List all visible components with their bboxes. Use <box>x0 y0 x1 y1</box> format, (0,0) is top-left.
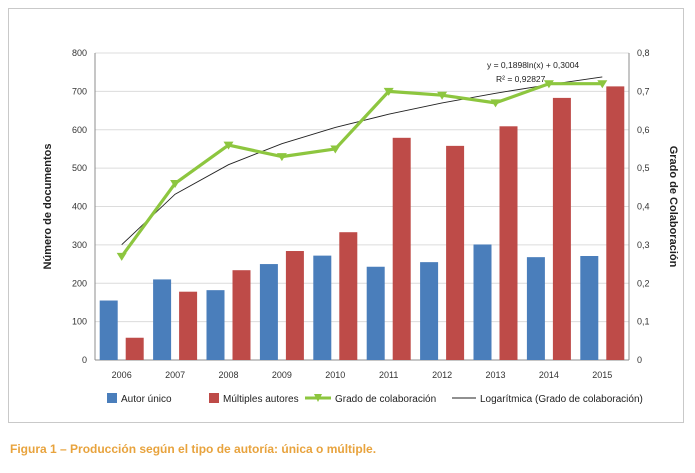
y2-tick-label: 0,2 <box>637 278 650 288</box>
bar-autor-unico <box>580 256 599 360</box>
bar-multiples-autores <box>179 291 198 360</box>
x-tick-label: 2006 <box>112 370 132 380</box>
bar-multiples-autores <box>232 270 251 360</box>
production-chart: 0 100 200 300 400 500 600 700 800 0 0,1 0,2 0,3 0,4 0,… <box>42 48 679 405</box>
x-tick-label: 2013 <box>485 370 505 380</box>
legend-label-autor-unico: Autor único <box>121 394 172 405</box>
x-tick-label: 2014 <box>539 370 559 380</box>
y-axis-title: Número de documentos <box>42 144 54 270</box>
bar-autor-unico <box>420 262 439 360</box>
bar-autor-unico <box>206 290 225 360</box>
x-tick-label: 2008 <box>218 370 238 380</box>
bar-autor-unico <box>313 255 332 360</box>
legend-label-logaritmica: Logarítmica (Grado de colaboración) <box>480 394 643 405</box>
legend-swatch-multiples-autores <box>209 393 219 403</box>
y2-tick-label: 0,3 <box>637 240 650 250</box>
collaboration-point <box>223 141 234 150</box>
y-tick-label: 400 <box>72 202 87 212</box>
bar-autor-unico <box>153 279 172 360</box>
y2-tick-label: 0,8 <box>637 48 650 58</box>
collaboration-point <box>597 80 608 89</box>
bar-multiples-autores <box>392 137 411 360</box>
legend-swatch-autor-unico <box>107 393 117 403</box>
bar-autor-unico <box>366 266 385 360</box>
y2-tick-label: 0,5 <box>637 163 650 173</box>
y-tick-label: 100 <box>72 317 87 327</box>
y-tick-label: 200 <box>72 278 87 288</box>
figure-caption: Figura 1 – Producción según el tipo de a… <box>10 442 377 456</box>
trend-equation: y = 0,1898ln(x) + 0,3004 <box>487 60 579 70</box>
x-tick-label: 2009 <box>272 370 292 380</box>
collaboration-point <box>330 145 341 154</box>
y2-tick-label: 0,1 <box>637 317 650 327</box>
collaboration-point <box>490 99 501 108</box>
legend-label-multiples-autores: Múltiples autores <box>223 394 299 405</box>
bar-autor-unico <box>473 244 492 360</box>
collaboration-line <box>120 82 603 258</box>
chart-frame: 0 100 200 300 400 500 600 700 800 0 0,1 0,2 0,3 0,4 0,… <box>8 8 684 423</box>
bar-autor-unico <box>259 264 278 360</box>
collaboration-point <box>170 179 181 188</box>
y2-tick-label: 0 <box>637 355 642 365</box>
collaboration-point <box>437 91 448 100</box>
collaboration-point <box>543 80 554 89</box>
y2-tick-label: 0,4 <box>637 202 650 212</box>
collaboration-point <box>383 87 394 96</box>
trend-r-squared: R² = 0,92827 <box>496 74 546 84</box>
bar-autor-unico <box>526 257 545 360</box>
bar-multiples-autores <box>446 145 465 360</box>
bar-multiples-autores <box>339 232 358 360</box>
bar-multiples-autores <box>606 86 625 360</box>
y2-axis-title: Grado de Colaboración <box>667 146 679 268</box>
bar-multiples-autores <box>285 251 304 360</box>
y2-tick-label: 0,6 <box>637 125 650 135</box>
x-tick-label: 2012 <box>432 370 452 380</box>
collaboration-point <box>276 153 287 162</box>
y-tick-label: 800 <box>72 48 87 58</box>
legend-label-grado-colaboracion: Grado de colaboración <box>335 394 436 405</box>
trend-line <box>121 76 603 246</box>
x-tick-label: 2011 <box>379 370 398 380</box>
x-tick-label: 2010 <box>325 370 345 380</box>
bar-multiples-autores <box>125 337 144 360</box>
x-tick-label: 2007 <box>165 370 185 380</box>
bar-autor-unico <box>99 300 118 360</box>
bar-multiples-autores <box>499 126 518 360</box>
y-tick-label: 0 <box>82 355 87 365</box>
y-tick-label: 500 <box>72 163 87 173</box>
x-tick-label: 2015 <box>592 370 612 380</box>
bar-multiples-autores <box>552 97 571 361</box>
legend-marker-grado-colaboracion <box>314 394 322 402</box>
y-tick-label: 300 <box>72 240 87 250</box>
y-tick-label: 700 <box>72 86 87 96</box>
y2-tick-label: 0,7 <box>637 86 650 96</box>
collaboration-point <box>116 252 127 261</box>
y-tick-label: 600 <box>72 125 87 135</box>
